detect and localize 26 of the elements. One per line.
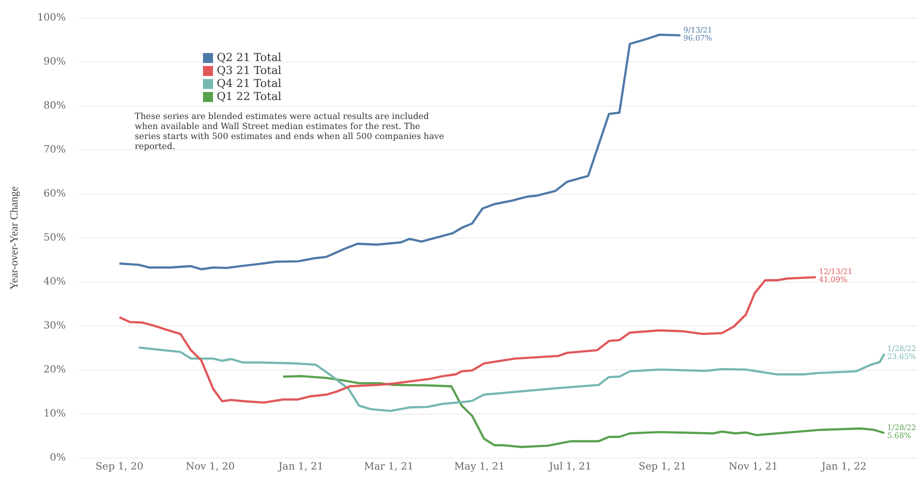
y-tick-label: 100%	[37, 12, 66, 24]
y-tick-label: 30%	[44, 320, 66, 332]
annotation: These series are blended estimates were actual results are included when available and Wall Street median estimates for the rest. The series starts with 500 estimates and ends when all 500 companies have reported.	[134, 112, 445, 152]
legend-label: Q1 22 Total	[216, 90, 282, 103]
legend-label: Q2 21 Total	[216, 51, 282, 64]
x-tick-label: Jan 1, 21	[277, 462, 324, 473]
x-tick-label: Nov 1, 20	[186, 462, 235, 473]
y-tick-label: 40%	[44, 276, 66, 288]
x-tick-label: Mar 1, 21	[364, 462, 414, 473]
y-tick-label: 20%	[44, 364, 66, 376]
x-tick-label: May 1, 21	[454, 462, 505, 473]
x-tick-label: Jul 1, 21	[548, 462, 592, 473]
legend-label: Q3 21 Total	[216, 64, 282, 77]
x-tick-label: Nov 1, 21	[728, 462, 778, 473]
y-tick-label: 70%	[44, 144, 66, 156]
x-tick-label: Jan 1, 22	[820, 462, 867, 473]
y-tick-label: 60%	[44, 188, 66, 200]
y-tick-label: 10%	[44, 408, 66, 420]
x-tick-label: Sep 1, 21	[638, 462, 686, 473]
legend-label: Q4 21 Total	[216, 77, 282, 90]
y-tick-label: 90%	[44, 56, 66, 68]
y-tick-label: 80%	[44, 100, 66, 112]
y-tick-label: 50%	[44, 232, 66, 244]
y-axis-title: Year-over-Year Change	[8, 186, 20, 290]
x-tick-label: Sep 1, 20	[96, 462, 144, 473]
y-tick-label: 0%	[50, 452, 66, 464]
